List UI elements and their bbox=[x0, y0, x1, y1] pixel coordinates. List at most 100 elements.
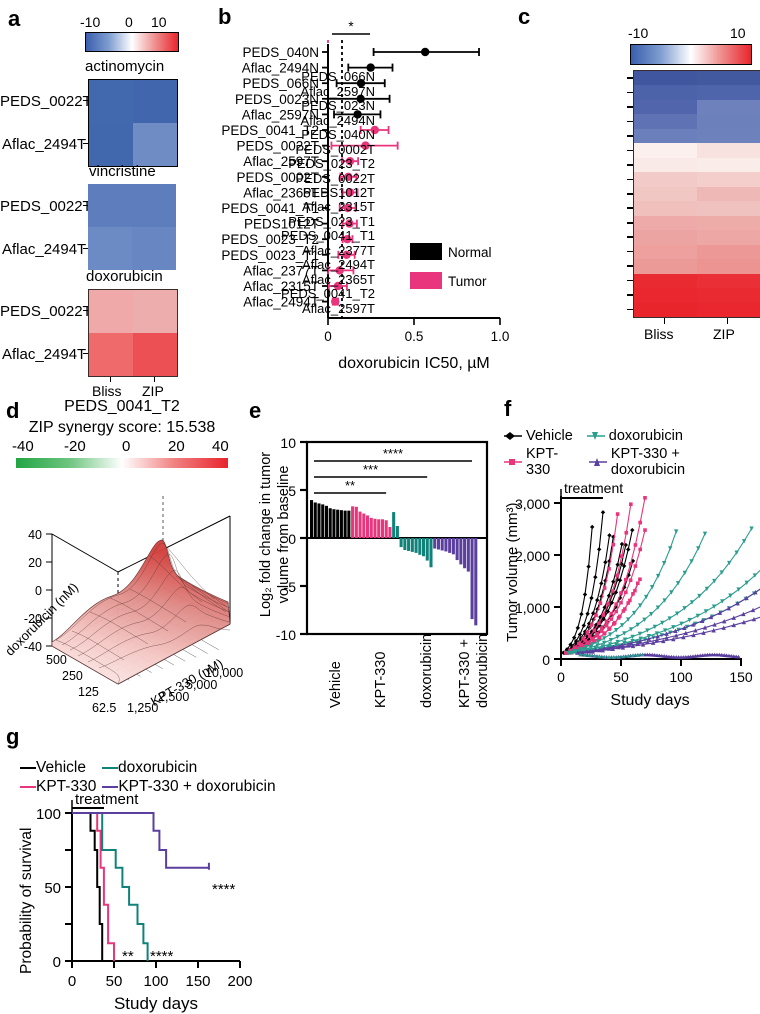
panel-b-xtick-2: 1.0 bbox=[491, 329, 510, 344]
panel-f-data-point bbox=[695, 613, 700, 619]
panel-f-data-point bbox=[717, 610, 723, 615]
panel-g-treatment-label: treatment bbox=[75, 791, 139, 808]
panel-f-data-point bbox=[600, 644, 605, 649]
panel-c-row-label: PEDS_0002T bbox=[295, 141, 376, 157]
panel-f-data-point bbox=[576, 641, 581, 646]
panel-b-row-label: Aflac_2365T bbox=[243, 185, 319, 200]
panel-f-data-point bbox=[630, 527, 635, 533]
panel-g-survival-curve bbox=[72, 812, 149, 961]
panel-d-cb-t4: 40 bbox=[212, 438, 229, 455]
panel-g-xtick-1: 50 bbox=[106, 973, 123, 990]
panel-f-data-point bbox=[698, 653, 703, 658]
legend-label-doxorubicin: doxorubicin bbox=[117, 759, 198, 776]
panel-e-bar bbox=[429, 538, 433, 568]
panel-f-data-point bbox=[620, 645, 626, 650]
panel-f-data-point bbox=[638, 636, 643, 641]
panel-c-xlabel-bliss: Bliss bbox=[644, 326, 674, 342]
panel-f-data-point bbox=[736, 587, 741, 592]
legend-marker-combo bbox=[588, 457, 607, 467]
panel-c-heatmap-cell bbox=[697, 288, 760, 304]
panel-f-data-point bbox=[585, 641, 590, 646]
panel-f-data-point bbox=[577, 632, 583, 637]
panel-f-data-point bbox=[650, 640, 656, 645]
panel-f-data-point bbox=[630, 643, 636, 649]
panel-e-bar bbox=[313, 502, 317, 538]
panel-c-row-label: PEDS_023_T2 bbox=[288, 156, 375, 172]
panel-f-data-point bbox=[607, 567, 611, 571]
heatmap-cell bbox=[89, 123, 133, 166]
panel-f-data-point bbox=[619, 600, 623, 605]
panel-g-sig-combo: **** bbox=[212, 881, 236, 898]
panel-c-row-label: Aflac_2315T bbox=[302, 199, 375, 215]
panel-f-growth-curve bbox=[577, 588, 760, 654]
panel-e-bar bbox=[321, 504, 325, 538]
panel-c-row-label: Aflac_2377T bbox=[302, 242, 375, 258]
panel-c-row-label: PEDS_0022T bbox=[295, 170, 376, 186]
panel-g-xtick-0: 0 bbox=[68, 973, 76, 990]
panel-e-bar bbox=[399, 538, 403, 548]
panel-e-bar bbox=[444, 538, 448, 552]
panel-f-data-point bbox=[646, 634, 652, 639]
legend-label-doxorubicin: doxorubicin bbox=[608, 428, 683, 444]
panel-f-data-point bbox=[721, 625, 726, 630]
panel-f-data-point bbox=[588, 642, 592, 646]
legend-line-vehicle bbox=[20, 764, 36, 772]
panel-b-row-label: PEDS_0002T bbox=[236, 170, 319, 185]
panel-e-bar bbox=[407, 538, 411, 551]
panel-c-heatmap-cell bbox=[697, 215, 760, 231]
panel-f-data-point bbox=[689, 559, 694, 564]
panel-b-point bbox=[345, 188, 355, 197]
panel-f-data-point bbox=[599, 581, 604, 586]
panel-g-ylabel: Probability of survival bbox=[18, 827, 35, 974]
panel-b-row-label: PEDS_040N bbox=[242, 45, 319, 60]
panel-f-data-point bbox=[596, 547, 602, 552]
panel-f-data-point bbox=[744, 580, 749, 586]
panel-f-data-point bbox=[630, 638, 635, 644]
panel-f-data-point bbox=[578, 647, 583, 652]
panel-e-bar bbox=[384, 520, 388, 538]
panel-f-data-point bbox=[719, 570, 724, 575]
panel-g-sig-doxorubicin: **** bbox=[150, 948, 174, 965]
panel-f-data-point bbox=[664, 635, 669, 640]
panel-f-data-point bbox=[624, 577, 628, 582]
panel-f-data-point bbox=[736, 654, 741, 659]
panel-c-heatmap-cell bbox=[634, 172, 697, 188]
panel-f-data-point bbox=[727, 653, 731, 658]
panel-f-data-point bbox=[628, 578, 633, 583]
panel-f-data-point bbox=[708, 614, 714, 620]
panel-d-colorbar: -40 -20 0 20 40 bbox=[12, 438, 229, 468]
panel-f-data-point bbox=[662, 598, 667, 603]
heatmap-doxorubicin-row-1: Aflac_2494T bbox=[2, 346, 87, 363]
panel-f-label: f bbox=[504, 396, 512, 421]
panel-f-data-point bbox=[603, 560, 608, 565]
panel-d-cb-t2: 0 bbox=[122, 438, 131, 455]
panel-d-ytick-1: 2,500 bbox=[158, 690, 189, 704]
panel-f-data-point bbox=[609, 617, 614, 621]
heatmap-actinomycin-row-0: PEDS_0022T bbox=[0, 93, 92, 110]
panel-b-row-label: Aflac_2377T bbox=[243, 263, 319, 278]
panel-f-data-point bbox=[703, 609, 709, 614]
legend-label-combo: KPT-330 + doxorubicin bbox=[118, 778, 276, 795]
panel-d-ztick-1: 20 bbox=[28, 556, 42, 570]
panel-f-data-point bbox=[668, 546, 673, 551]
panel-e-bar bbox=[388, 526, 392, 538]
panel-f-data-point bbox=[667, 616, 672, 621]
panel-f-data-point bbox=[682, 625, 687, 630]
panel-c-row-label: PEDS_023_T1 bbox=[288, 213, 375, 229]
panel-f-data-point bbox=[633, 543, 638, 547]
heatmap-cell bbox=[89, 333, 133, 376]
panel-d: d PEDS_0041_T2 ZIP synergy score: 15.538… bbox=[0, 392, 245, 715]
panel-c-heatmap-cell bbox=[634, 259, 697, 275]
panel-f-data-point bbox=[622, 641, 627, 646]
panel-f-data-point bbox=[608, 642, 613, 647]
panel-b-point bbox=[420, 47, 430, 57]
panel-f-data-point bbox=[689, 600, 695, 605]
panel-c-heatmap-cell bbox=[697, 99, 760, 115]
panel-f-data-point bbox=[615, 634, 620, 640]
panel-c-row-label: PEDS_0041_T1 bbox=[281, 228, 375, 244]
panel-f-data-point bbox=[582, 629, 588, 634]
panel-c-heatmap-cell bbox=[634, 99, 697, 115]
heatmap-actinomycin-row-1: Aflac_2494T bbox=[2, 136, 87, 153]
panel-f-data-point bbox=[711, 628, 716, 633]
panel-e-bar bbox=[339, 510, 343, 538]
